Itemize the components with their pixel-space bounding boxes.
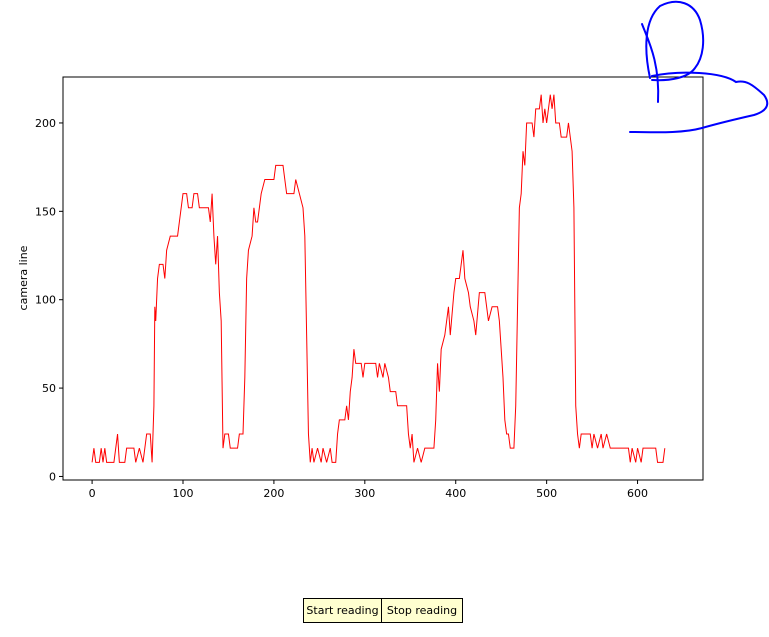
y-tick-label: 0 [49, 470, 56, 483]
y-tick-label: 50 [42, 382, 56, 395]
y-tick-label: 150 [35, 205, 56, 218]
y-tick-label: 200 [35, 117, 56, 130]
x-tick-label: 400 [445, 487, 466, 500]
scribble-stroke [641, 23, 660, 103]
button-bar: Start reading Stop reading [303, 598, 463, 623]
y-tick-label: 100 [35, 294, 56, 307]
y-axis-label: camera line [17, 245, 30, 310]
x-tick-label: 200 [263, 487, 284, 500]
x-tick-label: 500 [536, 487, 557, 500]
x-tick-label: 300 [354, 487, 375, 500]
x-tick-label: 600 [627, 487, 648, 500]
x-tick-label: 0 [89, 487, 96, 500]
data-line [91, 94, 666, 463]
scribble-stroke [629, 71, 769, 134]
scribble [629, 0, 769, 134]
x-tick-label: 100 [173, 487, 194, 500]
start-button[interactable]: Start reading [303, 598, 382, 623]
scribble-stroke [645, 0, 705, 82]
stop-button[interactable]: Stop reading [382, 598, 463, 623]
axes-frame [62, 76, 704, 481]
